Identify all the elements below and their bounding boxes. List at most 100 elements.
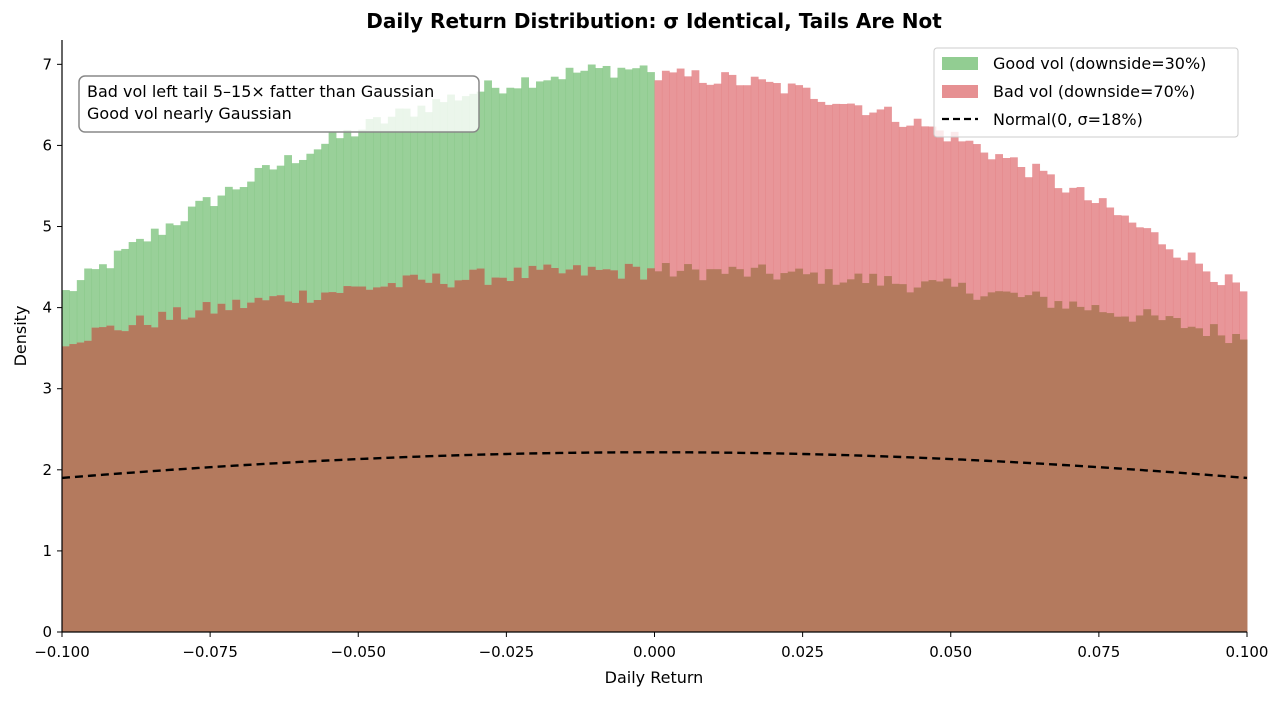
histogram-overlap-bar bbox=[99, 327, 107, 632]
histogram-overlap-bar bbox=[1172, 318, 1181, 632]
histogram-overlap-bar bbox=[432, 273, 441, 632]
histogram-overlap-bar bbox=[669, 276, 678, 632]
histogram-overlap-bar bbox=[136, 315, 144, 632]
histogram-overlap-bar bbox=[958, 282, 966, 632]
y-tick-label: 4 bbox=[42, 299, 52, 317]
histogram-overlap-bar bbox=[965, 293, 974, 632]
histogram-overlap-bar bbox=[839, 282, 848, 632]
histogram-overlap-bar bbox=[854, 273, 863, 632]
x-tick-label: 0.075 bbox=[1077, 643, 1120, 661]
y-tick-label: 2 bbox=[42, 461, 52, 479]
histogram-overlap-bar bbox=[928, 280, 937, 632]
histogram-overlap-bar bbox=[180, 319, 189, 632]
histogram-overlap-bar bbox=[69, 344, 78, 632]
histogram-overlap-bar bbox=[691, 269, 700, 632]
histogram-overlap-bar bbox=[661, 263, 670, 632]
legend-swatch-good-vol bbox=[942, 57, 978, 70]
histogram-overlap-bar bbox=[84, 340, 93, 632]
x-tick-label: −0.100 bbox=[34, 643, 90, 661]
histogram-overlap-bar bbox=[410, 274, 418, 632]
annotation-frame bbox=[78, 75, 480, 133]
histogram-overlap-bar bbox=[587, 266, 596, 632]
histogram-overlap-bar bbox=[884, 276, 892, 632]
x-tick-label: −0.050 bbox=[330, 643, 386, 661]
histogram-overlap-bar bbox=[1180, 328, 1189, 632]
histogram-overlap-bar bbox=[1017, 297, 1026, 632]
histogram-overlap-bar bbox=[1002, 291, 1011, 632]
histogram-overlap-bar bbox=[1135, 315, 1144, 632]
histogram-overlap-bar bbox=[780, 273, 789, 632]
histogram-overlap-bar bbox=[1239, 339, 1248, 632]
histogram-overlap-bar bbox=[1054, 301, 1063, 632]
histogram-overlap-bar bbox=[210, 313, 218, 632]
histogram-overlap-bar bbox=[817, 283, 826, 632]
histogram-overlap-bar bbox=[639, 279, 648, 632]
normal-curve-layer bbox=[61, 451, 1248, 480]
histogram-overlap-bar bbox=[536, 269, 544, 632]
histogram-overlap-bar bbox=[476, 268, 485, 632]
axes: −0.100 −0.075 −0.050 −0.025 0.000 0.025 0.050 0… bbox=[34, 40, 1268, 661]
histogram-overlap-bar bbox=[380, 286, 389, 632]
histogram-overlap-bar bbox=[261, 300, 270, 632]
annotation-box: Bad vol left tail 5–15× fatter than Gaus… bbox=[78, 75, 480, 133]
histogram-overlap-bar bbox=[610, 270, 618, 632]
histogram-overlap-bar bbox=[402, 275, 411, 632]
x-tick-label: −0.075 bbox=[182, 643, 238, 661]
histogram-overlap-bar bbox=[217, 303, 226, 632]
histogram-overlap-bar bbox=[632, 266, 641, 632]
histogram-overlap-bar bbox=[276, 295, 285, 632]
histogram-overlap-bar bbox=[113, 330, 122, 632]
histogram-overlap-bar bbox=[1113, 316, 1122, 632]
histogram-overlap-bar bbox=[706, 269, 715, 632]
histogram-overlap-bar bbox=[1076, 306, 1085, 632]
histogram-overlap-bar bbox=[847, 279, 855, 632]
y-tick-label: 0 bbox=[42, 623, 52, 641]
histogram-overlap-bar bbox=[150, 327, 159, 632]
legend: Good vol (downside=30%) Bad vol (downsid… bbox=[933, 47, 1239, 138]
histogram-overlap-bar bbox=[1150, 315, 1159, 632]
annotation-line-2: Good vol nearly Gaussian bbox=[87, 104, 292, 123]
x-tick-label: 0.000 bbox=[633, 643, 676, 661]
histogram-overlap-bar bbox=[62, 346, 70, 632]
histogram-overlap-bar bbox=[624, 263, 633, 632]
histogram-overlap-bar bbox=[810, 272, 818, 632]
histogram-overlap-bar bbox=[373, 287, 381, 632]
histogram-overlap-bar bbox=[1232, 333, 1240, 632]
histogram-overlap-bar bbox=[543, 264, 552, 632]
histogram-overlap-bar bbox=[291, 302, 300, 632]
histogram-overlap-bar bbox=[876, 285, 885, 632]
histogram-overlap-bar bbox=[595, 269, 604, 632]
histogram-overlap-bar bbox=[106, 325, 115, 632]
histogram-overlap-bar bbox=[424, 282, 433, 632]
histogram-overlap-bar bbox=[1106, 313, 1115, 632]
histogram-overlap-bar bbox=[565, 269, 574, 632]
histogram-overlap-bar bbox=[447, 287, 455, 632]
histogram-overlap-bar bbox=[306, 302, 315, 632]
histogram-overlap-bar bbox=[869, 273, 878, 632]
legend-label-bad-vol: Bad vol (downside=70%) bbox=[993, 82, 1195, 101]
histogram-overlap-bar bbox=[1224, 343, 1233, 632]
histogram-overlap-bar bbox=[91, 327, 100, 632]
histogram-overlap-bar bbox=[284, 301, 292, 632]
histogram-overlap-bar bbox=[224, 310, 233, 632]
histogram-overlap-bar bbox=[728, 266, 737, 632]
histogram-overlap-bar bbox=[832, 284, 841, 632]
y-tick-label: 1 bbox=[42, 542, 52, 560]
histogram-overlap-bar bbox=[1202, 335, 1211, 632]
histogram-overlap-bar bbox=[439, 283, 448, 632]
histogram-overlap-bar bbox=[128, 325, 137, 632]
plot-area bbox=[62, 64, 1248, 633]
histogram-overlap-bar bbox=[787, 271, 796, 632]
y-tick-label: 5 bbox=[42, 218, 52, 236]
histogram-overlap-bar bbox=[506, 281, 515, 632]
histogram-overlap-bar bbox=[758, 264, 766, 632]
histogram-overlap-bar bbox=[1195, 328, 1203, 632]
histogram-overlap-bar bbox=[1217, 335, 1226, 632]
annotation-line-1: Bad vol left tail 5–15× fatter than Gaus… bbox=[87, 82, 434, 101]
histogram-overlap-bar bbox=[713, 269, 722, 632]
histogram-overlap-bar bbox=[328, 292, 337, 632]
histogram-overlap-bar bbox=[158, 311, 167, 632]
histogram-overlap-bar bbox=[143, 324, 152, 632]
histogram-overlap-bar bbox=[365, 289, 374, 632]
histogram-overlap-bar bbox=[950, 286, 959, 632]
